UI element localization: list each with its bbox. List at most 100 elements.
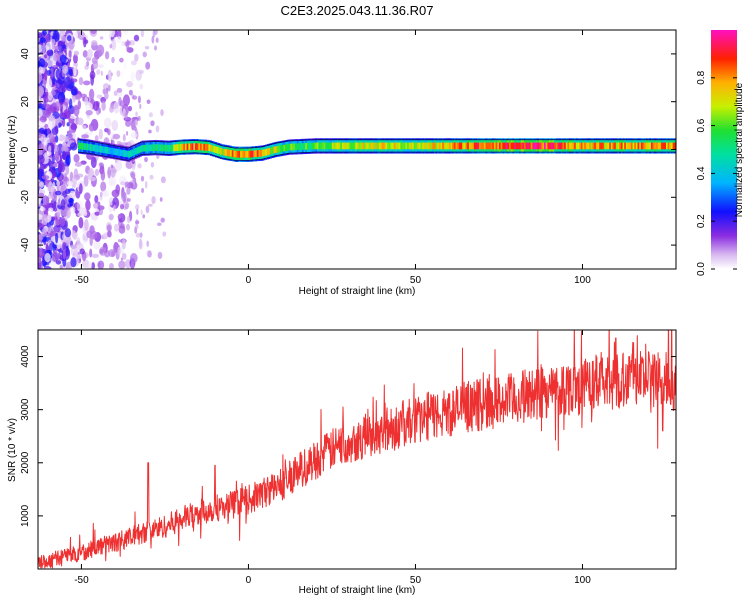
ridge-cell — [171, 144, 174, 152]
ridge-cell — [659, 142, 662, 150]
ridge-cell — [173, 144, 176, 152]
ridge-cell — [524, 142, 526, 150]
heatmap-cell — [99, 36, 104, 40]
heatmap-cell — [105, 87, 109, 94]
ridge-cell — [470, 142, 473, 150]
ridge-cell — [305, 143, 308, 150]
ridge-cell — [156, 144, 159, 152]
ridge-cell — [672, 142, 675, 150]
ridge-cell — [78, 142, 80, 150]
heatmap-cell — [98, 107, 102, 114]
heatmap-cell — [109, 44, 113, 49]
ridge-cell — [637, 142, 640, 150]
ridge-cell — [423, 142, 426, 150]
heatmap-cell — [72, 132, 76, 140]
heatmap-cell — [131, 60, 137, 66]
heatmap-cell — [91, 57, 98, 65]
ridge-cell — [458, 142, 461, 150]
heatmap-cell — [83, 36, 87, 48]
heatmap-cell — [139, 103, 142, 110]
heatmap-cell — [39, 181, 45, 188]
ridge-cell — [462, 142, 465, 150]
heatmap-cell — [156, 154, 160, 159]
ridge-cell — [480, 142, 483, 150]
ridge-cell — [630, 142, 633, 150]
colorbar-tick-label: 0.4 — [696, 166, 707, 180]
ridge-cell — [336, 142, 339, 150]
ridge-cell — [615, 142, 618, 150]
ridge-cell — [245, 150, 247, 158]
ridge-cell — [549, 142, 551, 150]
heatmap-cell — [122, 94, 131, 107]
heatmap-cell — [45, 41, 53, 52]
ridge-cell — [430, 142, 433, 150]
heatmap-cell — [68, 50, 72, 58]
ridge-cell — [208, 144, 211, 151]
ridge-cell — [635, 142, 638, 150]
heatmap-cell — [57, 208, 61, 220]
heatmap-cell — [94, 168, 100, 177]
ridge-cell — [139, 145, 142, 153]
heatmap-cell — [54, 44, 59, 53]
ridge-cell — [326, 142, 329, 150]
heatmap-cell — [50, 186, 54, 195]
heatmap-cell — [162, 231, 167, 237]
heatmap-cell — [55, 68, 62, 80]
ridge-cell — [288, 143, 291, 151]
heatmap-cell — [124, 142, 128, 146]
heatmap-cell — [90, 40, 98, 46]
ridge-cell — [477, 142, 480, 150]
ridge-cell — [629, 142, 632, 150]
ridge-cell — [280, 145, 283, 152]
heatmap-cell — [73, 154, 80, 163]
heatmap-cell — [79, 248, 85, 255]
ridge-cell — [397, 142, 399, 150]
ridge-cell — [642, 142, 645, 150]
ridge-cell — [605, 142, 608, 150]
heatmap-cell — [136, 208, 139, 215]
heatmap-cell — [43, 137, 48, 146]
ridge-cell — [505, 142, 508, 150]
heatmap-cell — [38, 213, 43, 221]
ridge-cell — [216, 146, 219, 154]
spectrogram-x-tick-label: 50 — [410, 275, 422, 286]
heatmap-cell — [38, 103, 45, 108]
ridge-cell — [655, 142, 658, 150]
ridge-cell — [143, 144, 146, 152]
heatmap-cell — [43, 265, 52, 269]
ridge-cell — [607, 142, 610, 150]
heatmap-cells — [38, 30, 167, 269]
ridge-cell — [133, 148, 136, 156]
heatmap-cell — [132, 95, 138, 100]
heatmap-cell — [58, 122, 62, 128]
ridge-cell — [513, 142, 516, 150]
spectrogram-y-tick-label: -40 — [20, 237, 31, 252]
ridge-cell — [534, 142, 536, 150]
snr-line — [38, 330, 676, 569]
ridge-cell — [418, 142, 421, 150]
spectrogram-y-tick-label: 0 — [20, 146, 31, 152]
heatmap-cell — [159, 197, 163, 202]
ridge-cell — [532, 142, 535, 150]
heatmap-cell — [38, 58, 46, 68]
heatmap-cell — [121, 239, 126, 250]
heatmap-cell — [148, 129, 152, 134]
heatmap-cell — [51, 38, 56, 45]
heatmap-cell — [45, 196, 50, 204]
ridge-cell — [473, 142, 476, 150]
heatmap-cell — [80, 160, 87, 165]
ridge-cell — [547, 142, 550, 150]
ridge-cell — [465, 142, 468, 150]
ridge-cell — [482, 142, 485, 150]
heatmap-cell — [94, 135, 99, 142]
ridge-cell — [587, 142, 590, 150]
ridge-cell — [537, 142, 540, 150]
heatmap-cell — [40, 37, 46, 44]
ridge-cell — [433, 142, 436, 150]
heatmap-cell — [76, 117, 84, 126]
ridge-cell — [612, 142, 615, 150]
heatmap-cell — [142, 214, 146, 219]
ridge-cell — [624, 142, 627, 150]
ridge-cell — [188, 143, 191, 151]
